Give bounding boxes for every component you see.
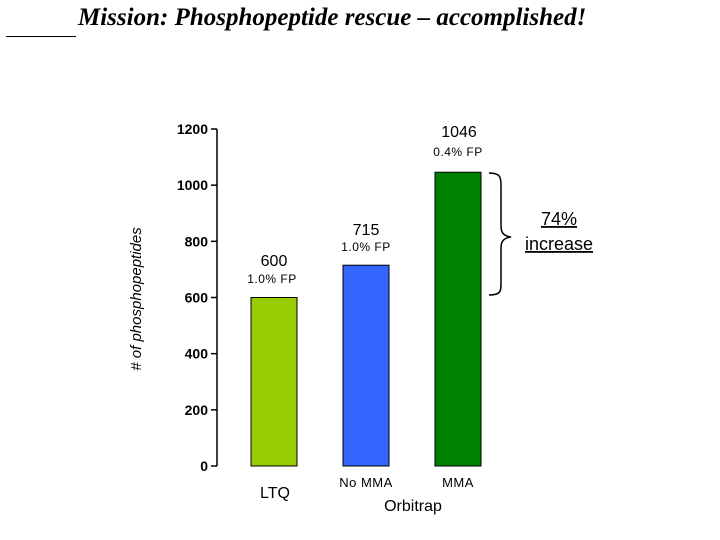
y-tick-label: 200 [185,402,209,418]
y-tick-label: 1000 [177,177,208,193]
group-label: Orbitrap [384,498,442,515]
fp-label: 1.0% FP [341,240,391,254]
y-axis-title: # of phosphopeptides [128,227,145,371]
y-tick-label: 1200 [177,121,208,137]
increase-brace [488,172,512,296]
slide-title: Mission: Phosphopeptide rescue – accompl… [0,4,720,38]
slide-title-text: Mission: Phosphopeptide rescue – accompl… [78,4,587,31]
value-label: 715 [353,222,380,239]
y-tick-label: 600 [185,290,209,306]
increase-percent-label: 74% [541,209,577,229]
value-label: 1046 [441,124,477,141]
y-tick-label: 400 [185,346,209,362]
bar-ltq [250,297,298,467]
fp-label: 1.0% FP [247,272,297,286]
increase-word-label: increase [525,234,593,254]
y-tick-label: 800 [185,233,209,249]
category-label: No MMA [339,475,393,490]
y-tick-label: 0 [200,458,208,474]
bar-no-mma [342,264,390,467]
category-label: LTQ [260,485,290,502]
value-label: 600 [261,253,288,270]
title-underline [6,36,76,37]
bar-mma [434,171,482,467]
fp-label: 0.4% FP [433,145,483,159]
category-label: MMA [442,475,474,490]
